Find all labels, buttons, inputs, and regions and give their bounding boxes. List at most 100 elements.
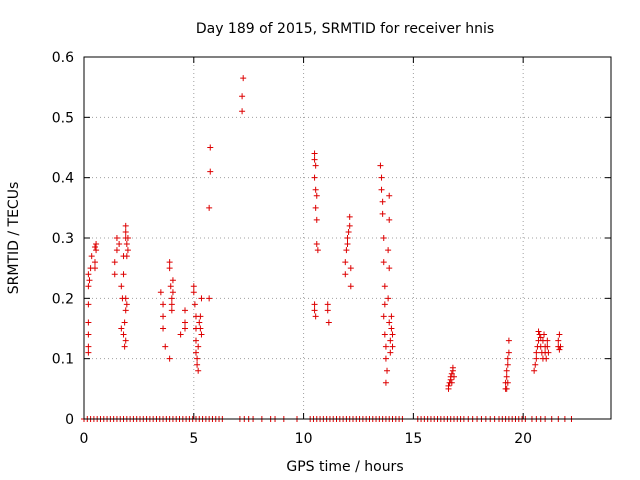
data-point [544,343,551,350]
data-point [195,343,202,350]
data-point [122,337,129,344]
data-point [91,265,98,272]
data-point [116,241,123,248]
data-point [533,355,540,362]
data-point [123,241,130,248]
data-point [450,373,457,380]
data-point [386,192,393,199]
data-point [111,259,118,266]
data-point [206,295,213,302]
data-point [544,337,551,344]
data-point [379,198,386,205]
data-point [190,283,197,290]
y-axis-label: SRMTID / TECUs [6,182,22,295]
data-point [198,331,205,338]
data-point [312,204,319,211]
data-point [120,331,127,338]
data-point [85,283,92,290]
data-point [556,346,563,353]
data-point [380,259,387,266]
data-point [347,265,354,272]
data-point [386,265,393,272]
data-point [122,222,129,229]
data-point [194,361,201,368]
data-point [386,319,393,326]
data-point [531,367,538,374]
data-point [347,283,354,290]
data-point [557,343,564,350]
data-point [85,301,92,308]
data-point [160,325,167,332]
data-point [88,253,95,260]
x-tick-label: 15 [404,431,422,447]
data-point [312,313,319,320]
data-point [207,168,214,175]
data-point [448,379,455,386]
data-point [504,379,511,386]
data-point [388,325,395,332]
data-point [505,349,512,356]
data-point [123,253,130,260]
data-point [532,361,539,368]
data-point [342,259,349,266]
data-point [118,325,125,332]
data-point [343,247,350,254]
data-point [120,271,127,278]
data-point [386,216,393,223]
data-point [324,301,331,308]
data-point [123,301,130,308]
data-point [311,301,318,308]
data-point [556,331,563,338]
data-point [85,319,92,326]
data-point [382,343,389,350]
data-point [381,331,388,338]
data-point [93,241,100,248]
data-point [191,301,198,308]
data-point [311,174,318,181]
data-point [377,162,384,169]
data-point [160,313,167,320]
data-point [166,259,173,266]
data-point [111,271,118,278]
data-point [313,241,320,248]
data-point [167,283,174,290]
data-point [382,355,389,362]
data-point [503,373,510,380]
data-point [504,355,511,362]
data-point [535,328,542,335]
y-tick-label: 0.2 [52,291,74,307]
data-point [378,186,385,193]
data-point [389,331,396,338]
data-point [324,307,331,314]
data-point [169,289,176,296]
data-point [555,337,562,344]
data-point [449,364,456,371]
x-tick-label: 5 [189,431,198,447]
data-point [342,271,349,278]
data-point [344,235,351,241]
data-point [192,337,199,344]
data-point [505,337,512,344]
data-point [387,349,394,356]
data-point [533,349,540,356]
data-point [389,343,396,350]
data-point [384,367,391,374]
data-point [85,349,92,356]
data-point [385,295,392,302]
y-tick-label: 0.1 [52,352,74,368]
data-point [504,361,511,368]
data-point [445,382,452,389]
y-tick-label: 0.3 [52,231,74,247]
data-point [91,244,98,251]
data-point [239,108,246,115]
grid-lines [84,57,611,419]
data-point [311,156,318,163]
data-point [197,313,204,320]
data-point [85,343,92,350]
data-point [182,307,189,314]
data-point [166,355,173,362]
data-point [387,337,394,344]
data-point [503,367,510,374]
data-point [197,325,204,332]
